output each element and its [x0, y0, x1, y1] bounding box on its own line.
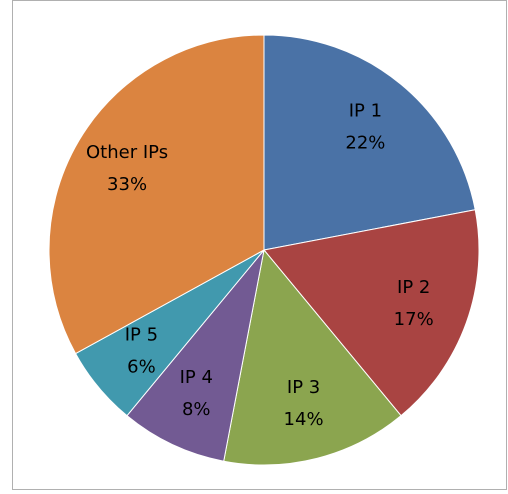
pie-slice [263, 34, 476, 251]
slice-label: IP 2 [397, 277, 430, 298]
slice-value-label: 6% [127, 356, 156, 377]
pie-slice [223, 248, 402, 466]
slice-value-label: 8% [182, 399, 211, 420]
pie-slice [263, 209, 480, 417]
slice-value-label: 22% [345, 132, 385, 153]
pie-slice [48, 34, 265, 355]
pie-slice [126, 249, 265, 462]
slice-label: IP 1 [349, 100, 382, 121]
slice-label: IP 4 [180, 367, 213, 388]
slice-value-label: 17% [394, 309, 434, 330]
slice-label: IP 5 [125, 324, 158, 345]
slice-value-label: 33% [107, 174, 147, 195]
slice-value-label: 14% [284, 409, 324, 430]
slice-label: IP 3 [287, 377, 320, 398]
slice-label: Other IPs [86, 142, 168, 163]
